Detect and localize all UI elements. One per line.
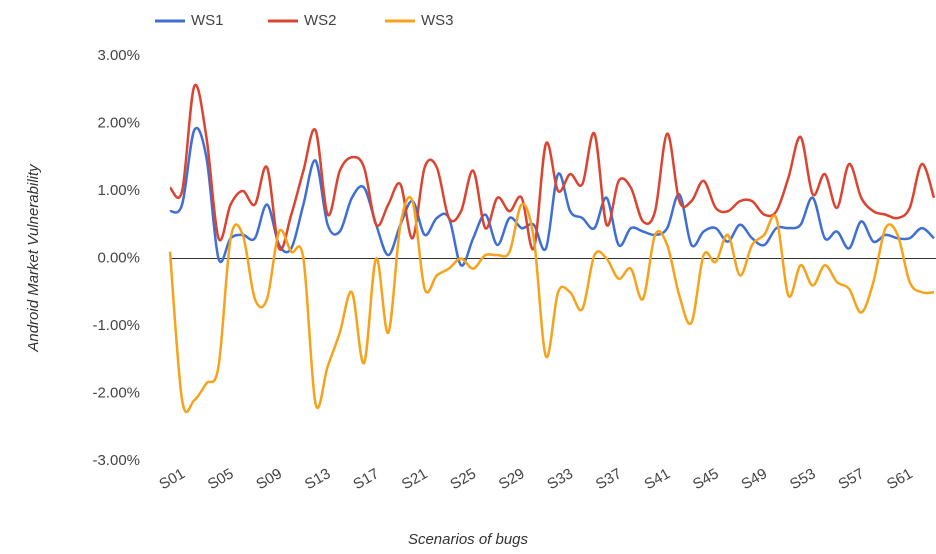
x-tick-label: S33 bbox=[544, 465, 576, 493]
x-tick-label: S57 bbox=[835, 465, 867, 493]
y-tick-label: 0.00% bbox=[97, 249, 140, 266]
x-tick-label: S25 bbox=[447, 465, 479, 493]
y-tick-label: -2.00% bbox=[92, 384, 140, 401]
x-tick-label: S09 bbox=[253, 465, 285, 493]
series-line bbox=[168, 195, 935, 414]
legend-label: WS1 bbox=[191, 12, 224, 29]
x-tick-label: S21 bbox=[399, 465, 431, 493]
x-tick-label: S61 bbox=[884, 465, 916, 493]
x-tick-label: S29 bbox=[496, 465, 528, 493]
y-tick-label: -1.00% bbox=[92, 317, 140, 334]
x-tick-label: S41 bbox=[641, 465, 673, 493]
x-tick-label: S45 bbox=[690, 465, 722, 493]
series-line bbox=[169, 126, 935, 267]
legend-label: WS3 bbox=[421, 12, 454, 29]
x-tick-label: S37 bbox=[593, 465, 625, 493]
x-tick-label: S49 bbox=[738, 465, 770, 493]
x-tick-label: S53 bbox=[787, 465, 819, 493]
x-tick-label: S01 bbox=[156, 465, 188, 493]
x-tick-label: S13 bbox=[302, 465, 334, 493]
series-line bbox=[169, 83, 936, 251]
y-tick-label: 3.00% bbox=[97, 47, 140, 64]
x-tick-label: S05 bbox=[205, 465, 237, 493]
legend-label: WS2 bbox=[304, 12, 337, 29]
y-tick-label: -3.00% bbox=[92, 452, 140, 469]
y-tick-label: 1.00% bbox=[97, 182, 140, 199]
y-axis-title: Android Market Vulnerability bbox=[25, 163, 42, 353]
x-tick-label: S17 bbox=[350, 465, 382, 493]
y-tick-label: 2.00% bbox=[97, 114, 140, 131]
x-axis-title: Scenarios of bugs bbox=[408, 531, 529, 548]
